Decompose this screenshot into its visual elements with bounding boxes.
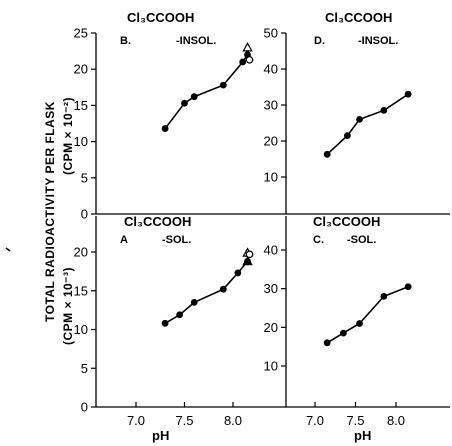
axes-layer [5,32,450,408]
x-tick-label-A: 7.0 [127,413,145,428]
y-tick-label-A: 15 [74,283,88,298]
data-point-C [323,339,331,347]
data-point-open-circle-B [245,55,254,64]
data-point-B [239,58,247,66]
y-tick-label-A: 20 [74,245,88,260]
x-tick-label-C: 7.0 [306,413,324,428]
y-tick-label-B: 0 [81,207,88,222]
stray-mark [5,247,11,252]
panel-subtitle-C: -SOL. [347,234,376,246]
panel-title-D: Cl₃CCOOH [325,10,392,25]
y-tick-label-D: 30 [264,98,278,113]
series-line-B-0 [164,54,249,130]
y-tick-label-D: 50 [264,26,278,41]
data-point-A [190,298,198,306]
y-tick-label-A: 5 [81,361,88,376]
data-point-A [219,285,227,293]
panel-title-B: Cl₃CCOOH [127,10,194,25]
y-tick-label-D: 20 [264,134,278,149]
x-axis-label-right: pH [354,428,371,443]
x-axis-label-left: pH [152,428,169,443]
panel-title-A: Cl₃CCOOH [124,214,191,229]
y-tick-label-C: 30 [264,281,278,296]
series-line-C-0 [326,285,409,344]
y-axis-label-top-units: (CPM × 10⁻²) [61,97,75,175]
y-tick-label-D: 40 [264,62,278,77]
panel-subtitle-D: -INSOL. [358,35,398,47]
data-point-D [356,116,363,123]
data-point-A [234,269,242,277]
x-tick-label-A: 7.5 [175,413,193,428]
x-tick-label-C: 8.0 [387,413,405,428]
data-point-A [161,319,169,327]
y-tick-label-B: 10 [74,134,88,149]
y-tick-label-B: 15 [74,98,88,113]
y-tick-label-C: 20 [264,320,278,335]
data-point-A [176,311,184,319]
y-tick-label-C: 40 [264,243,278,258]
panel-label-D: D. [314,35,325,47]
y-tick-label-B: 20 [74,62,88,77]
marks-layer [161,42,412,347]
y-tick-label-B: 25 [74,26,88,41]
y-tick-label-D: 10 [264,170,278,185]
y-tick-label-B: 5 [81,170,88,185]
data-point-triangle-A [242,255,253,266]
y-tick-label-A: 10 [74,322,88,337]
panel-label-C: C. [313,234,324,246]
y-axis-label-bottom-units: (CPM × 10⁻³) [61,267,75,345]
y-axis-label-top: TOTAL RADIOACTIVITY PER FLASK [43,101,57,322]
data-point-C [339,329,347,337]
x-tick-label-A: 8.0 [224,413,242,428]
data-point-D [323,150,331,158]
panel-subtitle-A: -SOL. [162,234,191,246]
data-point-D [380,107,388,114]
data-point-C [380,293,388,300]
x-tick-label-C: 7.5 [346,413,364,428]
data-point-B [219,81,227,89]
data-point-B [181,99,188,107]
panel-label-B: B. [120,35,131,47]
data-point-B [161,125,169,132]
series-line-D-0 [326,93,409,155]
panel-title-C: Cl₃CCOOH [313,214,380,229]
y-tick-label-C: 10 [264,359,278,374]
data-point-C [404,283,412,291]
data-point-open-circle-A [245,250,254,259]
panel-label-A: A [120,234,128,246]
panel-subtitle-B: -INSOL. [176,35,216,47]
data-point-D [344,132,351,140]
data-point-B [190,93,198,101]
y-tick-label-A: 0 [81,400,88,415]
data-point-triangle-B [242,42,253,52]
data-point-D [404,90,412,98]
data-point-C [356,320,363,327]
